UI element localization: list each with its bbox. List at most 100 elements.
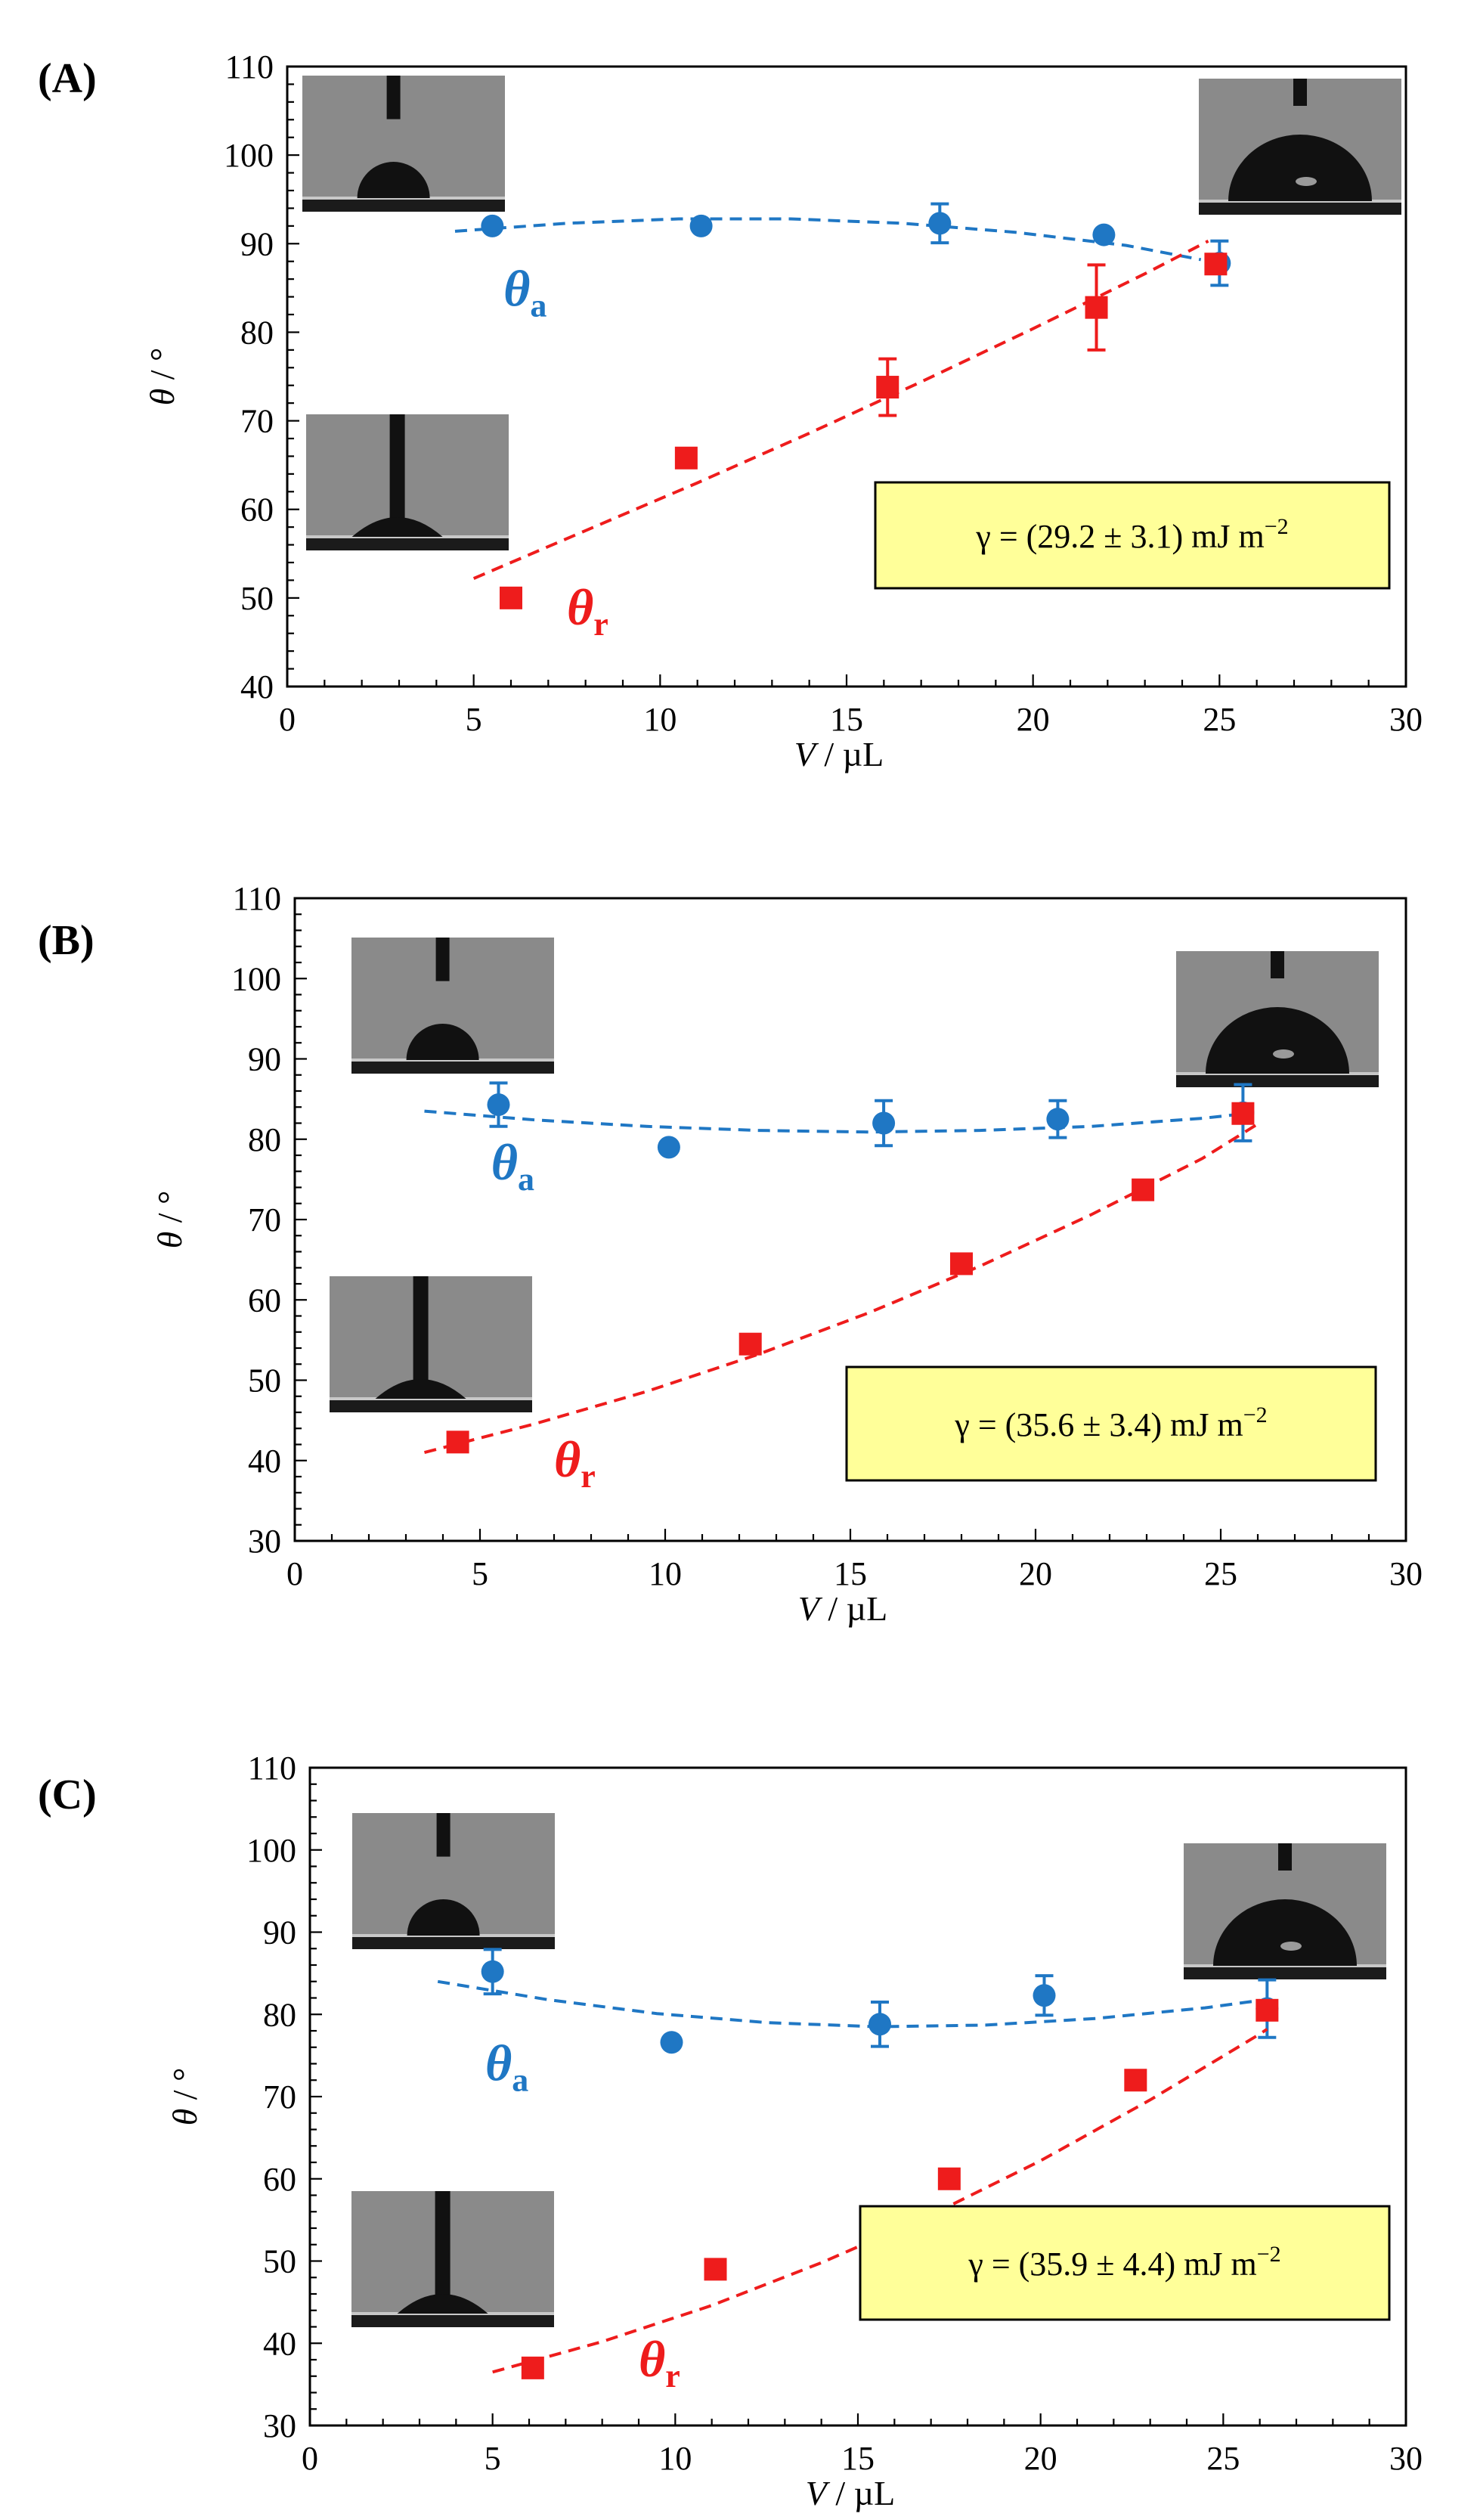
annotation-main: γ = (29.2 ± 3.1) mJ m <box>975 518 1264 555</box>
droplet-image-1 <box>351 938 554 1074</box>
x-axis-unit: / µL <box>819 1589 887 1628</box>
droplet <box>406 1024 479 1060</box>
droplet <box>375 1379 466 1399</box>
series-receding: θr <box>423 1102 1259 1495</box>
x-tick-label: 5 <box>485 2440 501 2477</box>
substrate <box>306 538 509 550</box>
y-axis-unit: / ° <box>150 1191 189 1232</box>
y-tick-label: 50 <box>240 580 274 617</box>
needle <box>436 1813 451 1857</box>
trend-line <box>423 1122 1259 1455</box>
series-label: θr <box>639 2330 680 2394</box>
x-axis-variable: V <box>798 1589 823 1628</box>
surface-energy-annotation: γ = (35.6 ± 3.4) mJ m−2 <box>845 1365 1377 1482</box>
series-label-symbol: θ <box>639 2330 665 2388</box>
trend-line <box>472 240 1209 580</box>
x-tick-label: 15 <box>830 701 863 738</box>
series-advancing: θa <box>454 202 1231 324</box>
droplet-image-3 <box>1176 951 1379 1087</box>
trend-line <box>454 217 1202 262</box>
trend-line <box>424 1109 1240 1134</box>
annotation-exponent: −2 <box>1265 514 1289 539</box>
x-tick-label: 30 <box>1389 701 1423 738</box>
needle <box>413 1276 429 1383</box>
series-label-symbol: θ <box>503 259 530 317</box>
series-label-symbol: θ <box>491 1133 518 1191</box>
series-label: θr <box>567 578 608 643</box>
substrate <box>1176 1075 1379 1087</box>
needle <box>1278 1843 1292 1871</box>
data-point <box>872 1111 896 1135</box>
series-label: θa <box>491 1133 534 1198</box>
substrate <box>352 1937 555 1949</box>
droplet-image-1 <box>352 1813 555 1949</box>
y-tick-label: 60 <box>248 1282 281 1319</box>
data-point <box>868 2013 891 2036</box>
series-label-subscript: r <box>581 1458 596 1495</box>
x-tick-label: 30 <box>1389 1555 1423 1592</box>
x-tick-label: 25 <box>1204 1555 1237 1592</box>
series-label-subscript: r <box>665 2357 680 2394</box>
data-point <box>481 214 504 237</box>
droplet <box>407 1899 480 1936</box>
data-point <box>1033 1984 1056 2007</box>
y-axis-variable: θ <box>150 1232 189 1249</box>
data-point <box>1204 253 1228 276</box>
chart-panel-c: 0 5 10 15 20 25 30 30 40 50 60 70 80 90 100 110 V / µL θ … <box>38 1750 1423 2512</box>
y-tick-label: 80 <box>240 314 274 351</box>
data-point <box>1132 1178 1155 1201</box>
y-tick-label: 60 <box>240 491 274 528</box>
y-axis-label: θ / ° <box>143 348 181 406</box>
y-axis-unit: / ° <box>166 2068 204 2109</box>
data-point <box>689 214 713 237</box>
series-label-symbol: θ <box>567 578 593 636</box>
data-point <box>481 1960 504 1983</box>
droplet-image-2 <box>351 2191 554 2327</box>
substrate <box>351 2315 554 2327</box>
panel-label: (C) <box>38 1771 97 1818</box>
droplet <box>351 517 443 537</box>
droplet-reflection <box>1273 1049 1294 1059</box>
y-axis-label: θ / ° <box>166 2068 204 2126</box>
series-advancing: θa <box>424 1081 1255 1198</box>
x-tick-label: 15 <box>841 2440 875 2477</box>
series-label-symbol: θ <box>554 1430 581 1488</box>
y-tick-label: 100 <box>224 137 274 174</box>
x-tick-label: 15 <box>834 1555 867 1592</box>
droplet-reflection <box>1296 177 1317 186</box>
data-point <box>446 1430 469 1454</box>
x-tick-label: 10 <box>643 701 677 738</box>
y-tick-label: 50 <box>263 2243 296 2280</box>
panel-label: (A) <box>38 55 97 102</box>
data-point <box>950 1252 973 1275</box>
droplet <box>1213 1899 1357 1966</box>
x-tick-label: 5 <box>466 701 482 738</box>
data-point <box>657 1136 680 1159</box>
x-tick-label: 10 <box>649 1555 682 1592</box>
annotation-text: γ = (35.6 ± 3.4) mJ m−2 <box>954 1403 1267 1443</box>
x-tick-label: 0 <box>302 2440 318 2477</box>
y-tick-label: 100 <box>231 960 281 997</box>
needle <box>386 76 401 119</box>
x-tick-label: 10 <box>658 2440 692 2477</box>
x-tick-label: 20 <box>1017 701 1050 738</box>
y-tick-label: 60 <box>263 2161 296 2198</box>
data-point <box>928 212 952 235</box>
y-tick-label: 50 <box>248 1362 281 1399</box>
x-axis-variable: V <box>794 735 819 773</box>
droplet-image-2 <box>306 414 509 550</box>
data-point <box>1256 1998 1279 2022</box>
surface-energy-annotation: γ = (35.9 ± 4.4) mJ m−2 <box>859 2205 1391 2321</box>
y-tick-label: 90 <box>240 225 274 262</box>
y-tick-label: 70 <box>263 2078 296 2115</box>
droplet-image-3 <box>1199 79 1401 215</box>
y-axis-label: θ / ° <box>150 1191 189 1249</box>
y-tick-label: 70 <box>240 403 274 440</box>
y-tick-label: 80 <box>248 1121 281 1158</box>
annotation-exponent: −2 <box>1243 1403 1268 1427</box>
substrate <box>330 1400 532 1412</box>
y-tick-label: 100 <box>246 1832 296 1869</box>
data-point <box>674 446 698 470</box>
x-axis-unit: / µL <box>827 2474 895 2512</box>
